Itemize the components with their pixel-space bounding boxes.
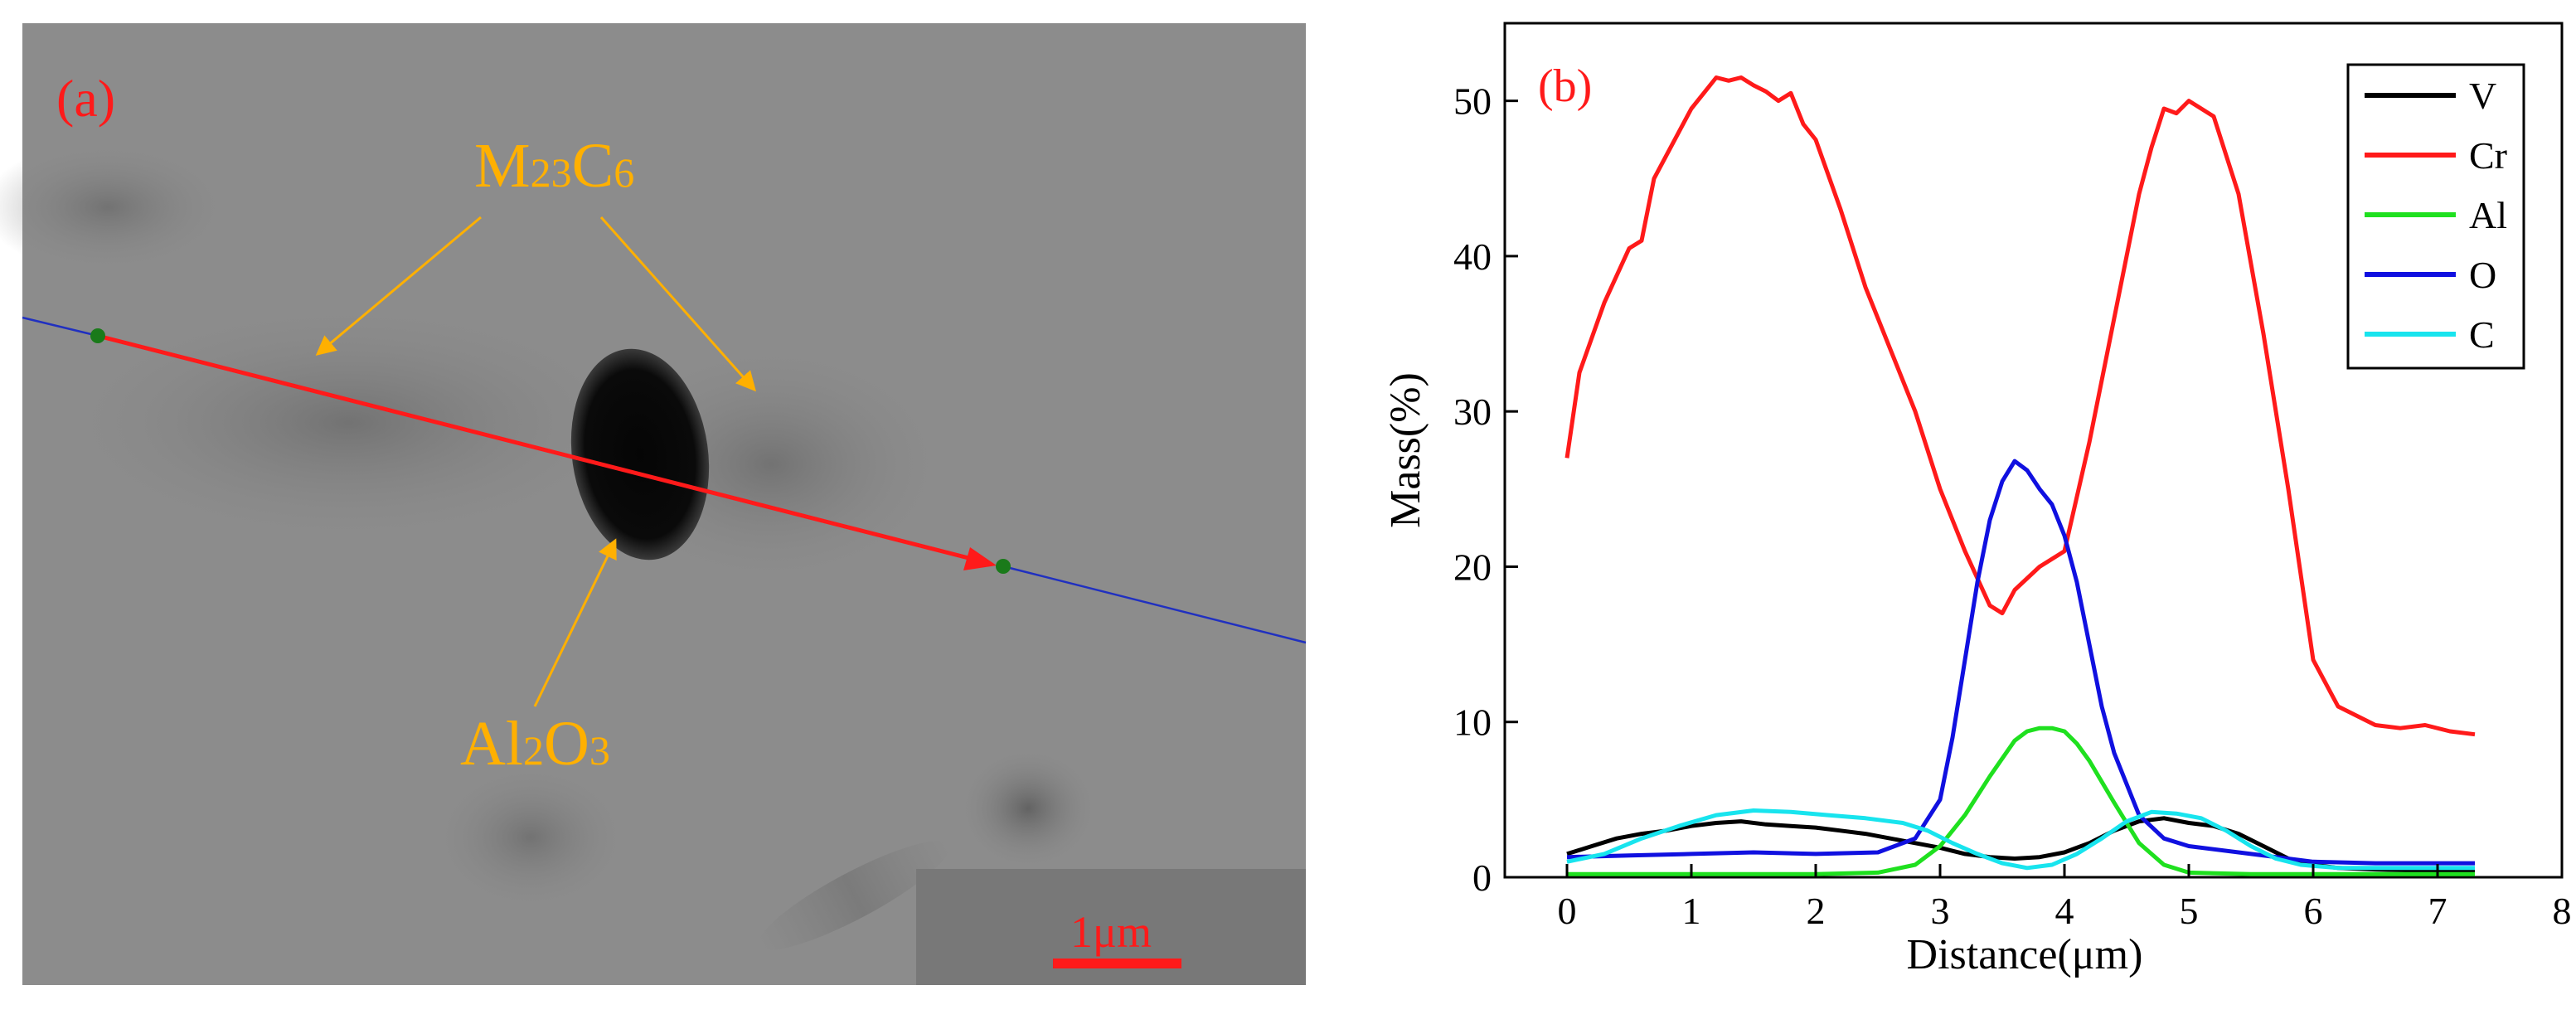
dark-blob-lower-left <box>431 763 630 912</box>
panel-a-label: (a) <box>56 69 115 128</box>
series-line-o <box>1566 459 2475 866</box>
streak-lower-middle <box>758 841 950 950</box>
panel-b-label: (b) <box>1538 61 1592 112</box>
scale-bar-label: 1μm <box>1070 907 1152 957</box>
x-tick-label: 6 <box>2304 890 2323 932</box>
oxide-arrow <box>533 538 617 707</box>
sem-micrograph-panel: 1μm (a) M23C6 Al2O3 <box>0 23 1307 985</box>
x-tick-label: 8 <box>2553 890 2572 932</box>
scan-extension-right <box>1002 565 1307 644</box>
scan-line <box>97 333 979 563</box>
oxide-particle <box>570 348 710 561</box>
x-tick-label: 5 <box>2180 890 2199 932</box>
legend-label-v: V <box>2469 75 2496 117</box>
legend: V Cr Al OC <box>2346 63 2525 370</box>
scan-extension-left <box>22 316 99 337</box>
legend-label-cr: Cr <box>2469 134 2507 177</box>
oxide-label: Al2O3 <box>460 709 610 779</box>
dark-region-upper-left <box>0 141 232 274</box>
y-tick-label: 30 <box>1453 391 1492 433</box>
x-tick-label: 4 <box>2055 890 2074 932</box>
x-tick-label: 2 <box>1807 890 1826 932</box>
x-axis-label: Distance(μm) <box>1907 931 2143 978</box>
ticks-layer: 0 1 2 3 4 5 6 7 8 0 10 20 30 40 50 <box>1453 80 2572 932</box>
scan-end-point <box>996 559 1011 574</box>
y-axis-label: Mass(%) <box>1382 372 1429 528</box>
carbide-label: M23C6 <box>474 131 634 201</box>
y-tick-label: 0 <box>1472 857 1492 899</box>
y-tick-label: 50 <box>1453 80 1492 123</box>
legend-label-c: C <box>2469 313 2495 356</box>
scan-direction-arrowhead <box>963 547 997 570</box>
scan-start-point <box>90 328 105 343</box>
x-tick-label: 0 <box>1558 890 1577 932</box>
legend-label-o: O <box>2469 254 2496 296</box>
series-line-c <box>1566 808 2475 871</box>
y-tick-label: 10 <box>1453 701 1492 744</box>
x-tick-label: 3 <box>1931 890 1950 932</box>
y-tick-label: 40 <box>1453 235 1492 278</box>
legend-label-al: Al <box>2469 194 2507 236</box>
carbide-arrow-right <box>599 216 756 392</box>
line-scan-chart: 0 1 2 3 4 5 6 7 8 0 10 20 30 40 50 (b) Distance(μm) Ma… <box>1382 22 2572 978</box>
carbide-region-left <box>50 298 647 547</box>
y-tick-label: 20 <box>1453 546 1492 588</box>
dark-spot-lower-right <box>958 746 1099 871</box>
x-tick-label: 1 <box>1682 890 1701 932</box>
x-tick-label: 7 <box>2428 890 2447 932</box>
carbide-arrow-left <box>315 216 482 356</box>
